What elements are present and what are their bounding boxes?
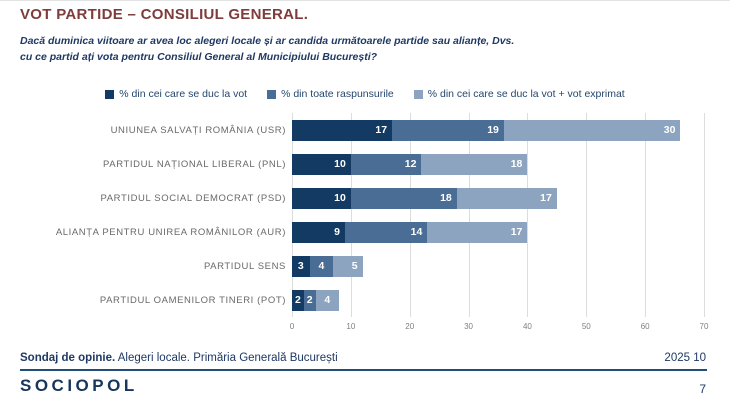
x-axis-tick: 20 — [405, 322, 415, 331]
chart-row: PARTIDUL NAȚIONAL LIBERAL (PNL) 10 12 18 — [20, 147, 710, 181]
x-axis-tick: 10 — [346, 322, 356, 331]
legend-item: % din cei care se duc la vot — [105, 88, 247, 100]
bar-value-label: 14 — [410, 226, 423, 238]
category-label: ALIANȚA PENTRU UNIREA ROMÂNILOR (AUR) — [55, 226, 286, 238]
bar-segment: 17 — [427, 221, 528, 243]
legend-item: % din cei care se duc la vot + vot expri… — [413, 88, 625, 100]
bar-value-label: 3 — [297, 260, 304, 272]
x-axis-tick: 70 — [699, 322, 709, 331]
gridline — [704, 113, 705, 317]
gridline — [645, 113, 647, 317]
plot-area — [292, 113, 705, 317]
legend-label: % din toate raspunsurile — [281, 88, 394, 100]
category-label: PARTIDUL OAMENILOR TINERI (POT) — [99, 294, 286, 306]
x-axis-tick: 40 — [522, 322, 532, 331]
bar-segment: 19 — [392, 119, 504, 141]
bar-value-label: 17 — [375, 124, 388, 136]
bar-value-label: 4 — [318, 260, 325, 272]
bar-segment: 12 — [350, 153, 422, 175]
legend-label: % din cei care se duc la vot — [119, 88, 248, 100]
gridline — [292, 113, 293, 317]
page-title: VOT PARTIDE – CONSILIUL GENERAL. — [20, 6, 309, 23]
bar-segment: 17 — [456, 187, 557, 209]
gridline — [409, 113, 411, 317]
bar-track: 17 19 30 — [292, 113, 681, 147]
bar-value-label: 12 — [404, 158, 417, 170]
legend-label: % din cei care se duc la vot + vot expri… — [427, 88, 625, 100]
bar-track: 10 12 18 — [292, 147, 528, 181]
chart-row: ALIANȚA PENTRU UNIREA ROMÂNILOR (AUR) 9 14… — [20, 215, 710, 249]
survey-question: Dacă duminica viitoare ar avea loc alege… — [20, 35, 515, 63]
bar-segment: 2 — [292, 289, 304, 311]
bar-value-label: 30 — [663, 124, 676, 136]
footer-date: 2025 10 — [664, 352, 706, 364]
bar-value-label: 17 — [540, 192, 552, 204]
footer-line: Sondaj de opinie. Alegeri locale. Primăr… — [20, 352, 706, 364]
bar-segment: 5 — [333, 255, 363, 277]
brand-row: SOCIOPOL 7 — [20, 376, 706, 396]
category-label: PARTIDUL SENS — [203, 260, 286, 272]
legend-marker — [413, 89, 423, 99]
sociopol-logo: SOCIOPOL — [20, 376, 138, 395]
gridline — [527, 113, 529, 317]
stacked-bar-chart: UNIUNEA SALVAȚI ROMÂNIA (USR) 17 19 30 PARTI… — [20, 113, 710, 317]
bar-track: 9 14 17 — [292, 215, 528, 249]
bar-value-label: 17 — [510, 226, 523, 238]
x-axis-tick: 30 — [464, 322, 474, 331]
x-axis-tick: 0 — [289, 322, 295, 331]
bar-segment: 3 — [292, 255, 310, 277]
legend-marker — [105, 89, 115, 99]
x-axis-tick: 60 — [640, 322, 650, 331]
page-number: 7 — [699, 382, 706, 396]
footer-source: Sondaj de opinie. Alegeri locale. Primăr… — [20, 352, 338, 364]
chart-row: PARTIDUL SENS 3 4 5 — [20, 249, 710, 283]
bar-value-label: 4 — [324, 294, 331, 306]
bar-value-label: 19 — [487, 124, 499, 136]
footer-divider — [20, 369, 707, 371]
bar-segment: 18 — [421, 153, 528, 175]
bar-segment: 10 — [292, 153, 351, 175]
bar-track: 10 18 17 — [292, 181, 557, 215]
bar-segment: 2 — [303, 289, 316, 311]
legend-marker — [267, 89, 277, 99]
bar-value-label: 2 — [294, 294, 301, 306]
bar-segment: 30 — [503, 119, 681, 141]
bar-segment: 4 — [315, 289, 340, 311]
category-label: PARTIDUL NAȚIONAL LIBERAL (PNL) — [103, 158, 286, 170]
bar-value-label: 18 — [510, 158, 523, 170]
bar-value-label: 5 — [351, 260, 358, 272]
category-label: UNIUNEA SALVAȚI ROMÂNIA (USR) — [110, 124, 286, 136]
footer-source-rest: Alegeri locale. Primăria Generală Bucure… — [115, 352, 338, 364]
footer-source-bold: Sondaj de opinie. — [20, 352, 116, 364]
bar-value-label: 18 — [440, 192, 452, 204]
bar-value-label: 10 — [334, 158, 346, 170]
chart-row: PARTIDUL OAMENILOR TINERI (POT) 2 2 4 — [20, 283, 710, 317]
gridline — [586, 113, 588, 317]
gridline — [468, 113, 470, 317]
x-axis: 0 10 20 30 40 50 60 70 — [289, 322, 709, 334]
x-axis-tick: 50 — [581, 322, 591, 331]
bar-track: 3 4 5 — [292, 249, 363, 283]
bar-value-label: 9 — [334, 226, 340, 238]
gridline — [350, 113, 352, 317]
chart-row: UNIUNEA SALVAȚI ROMÂNIA (USR) 17 19 30 — [20, 113, 710, 147]
bar-value-label: 2 — [306, 294, 313, 306]
category-label: PARTIDUL SOCIAL DEMOCRAT (PSD) — [100, 192, 286, 204]
bar-value-label: 10 — [334, 192, 346, 204]
bar-segment: 17 — [292, 119, 393, 141]
legend-item: % din toate raspunsurile — [267, 88, 394, 100]
bar-segment: 9 — [292, 221, 345, 243]
bar-segment: 18 — [350, 187, 457, 209]
bar-segment: 4 — [309, 255, 334, 277]
chart-row: PARTIDUL SOCIAL DEMOCRAT (PSD) 10 18 17 — [20, 181, 710, 215]
bar-segment: 14 — [344, 221, 428, 243]
bar-segment: 10 — [292, 187, 351, 209]
chart-legend: % din cei care se duc la vot % din toate … — [0, 88, 730, 100]
